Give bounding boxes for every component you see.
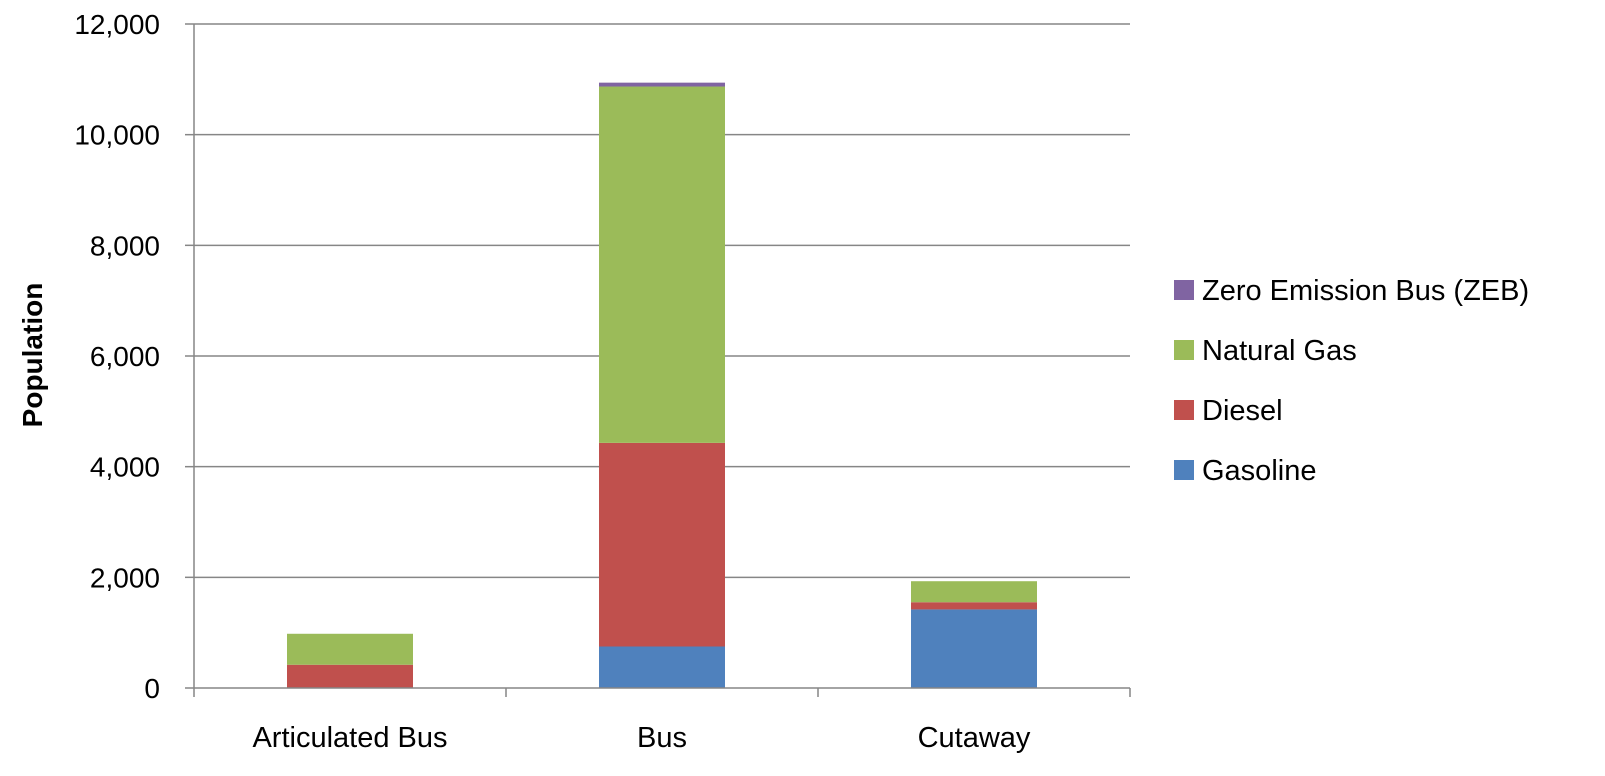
legend: Zero Emission Bus (ZEB) Natural Gas Diesel… — [1174, 275, 1529, 487]
bar-segment — [911, 609, 1037, 688]
legend-swatch — [1174, 280, 1194, 300]
y-tick-label: 10,000 — [74, 120, 160, 151]
y-tick-label: 12,000 — [74, 9, 160, 40]
y-tick-label: 4,000 — [90, 452, 160, 483]
y-tick-label: 0 — [144, 673, 160, 704]
y-tick-label: 2,000 — [90, 562, 160, 593]
bars — [287, 82, 1037, 688]
bar-segment — [287, 633, 413, 665]
axes — [185, 23, 1131, 697]
y-tick-label: 8,000 — [90, 230, 160, 261]
legend-swatch — [1174, 340, 1194, 360]
bar-segment — [287, 664, 413, 688]
bar-segment — [599, 82, 725, 87]
legend-swatch — [1174, 460, 1194, 480]
x-tick-label: Cutaway — [918, 722, 1031, 754]
y-axis-title: Population — [17, 283, 48, 428]
y-tick-labels: 0 2,000 4,000 6,000 8,000 10,000 12,000 — [74, 9, 160, 704]
legend-label: Gasoline — [1202, 455, 1316, 487]
legend-swatch — [1174, 400, 1194, 420]
legend-label: Natural Gas — [1202, 335, 1357, 367]
x-tick-label: Bus — [637, 722, 687, 754]
legend-label: Zero Emission Bus (ZEB) — [1202, 275, 1529, 307]
bar-segment — [599, 442, 725, 647]
x-tick-labels: Articulated Bus Bus Cutaway — [252, 722, 1030, 754]
legend-label: Diesel — [1202, 395, 1283, 427]
bar-segment — [911, 602, 1037, 610]
x-tick-label: Articulated Bus — [252, 722, 447, 754]
y-tick-label: 6,000 — [90, 341, 160, 372]
bar-segment — [599, 86, 725, 443]
bar-segment — [911, 581, 1037, 603]
bar-segment — [599, 646, 725, 688]
